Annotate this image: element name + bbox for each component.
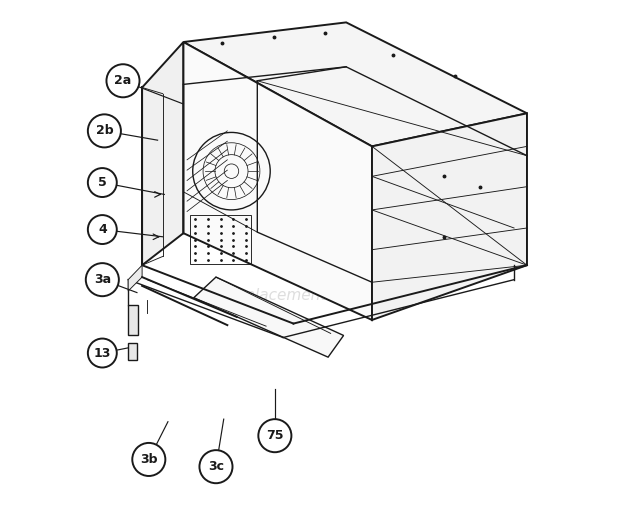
Text: eReplacementParts.com: eReplacementParts.com (216, 287, 404, 303)
Polygon shape (184, 22, 527, 147)
Text: 4: 4 (98, 223, 107, 236)
Circle shape (132, 443, 166, 476)
Polygon shape (194, 277, 343, 357)
Text: 3b: 3b (140, 453, 157, 466)
Circle shape (88, 168, 117, 197)
Polygon shape (184, 42, 372, 320)
Text: 2b: 2b (95, 124, 113, 137)
Circle shape (107, 64, 140, 97)
Text: 3a: 3a (94, 273, 111, 286)
Circle shape (88, 114, 121, 148)
Polygon shape (128, 343, 137, 359)
Text: 3c: 3c (208, 460, 224, 473)
Circle shape (88, 215, 117, 244)
Circle shape (88, 339, 117, 367)
Polygon shape (142, 42, 184, 265)
Polygon shape (372, 113, 527, 320)
Polygon shape (128, 265, 142, 291)
Circle shape (259, 419, 291, 452)
Circle shape (86, 263, 119, 296)
Bar (190, 215, 251, 264)
Text: 2a: 2a (114, 74, 131, 87)
Text: 5: 5 (98, 176, 107, 189)
Circle shape (200, 450, 232, 483)
Text: 75: 75 (266, 429, 283, 442)
Polygon shape (128, 306, 138, 336)
Text: 13: 13 (94, 347, 111, 359)
